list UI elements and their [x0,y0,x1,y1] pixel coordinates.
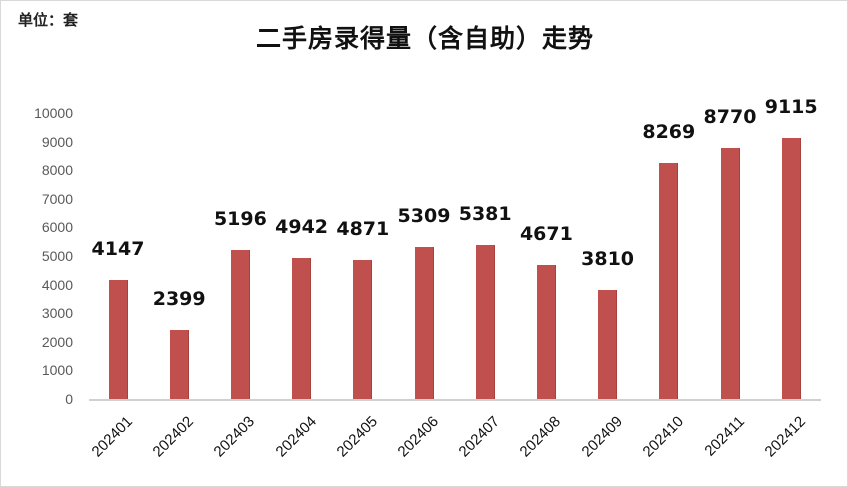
x-tick-label: 202404 [272,413,320,461]
y-tick-label: 0 [65,391,73,407]
x-tick-label: 202406 [394,413,443,461]
x-tick-label: 202407 [455,413,504,461]
y-tick-label: 8000 [41,162,73,179]
unit-label: 单位：套 [18,11,79,29]
data-label: 2399 [152,288,206,311]
y-tick-label: 4000 [41,276,73,293]
y-tick-label: 9000 [41,133,73,150]
bar-202402 [169,330,189,399]
data-label: 8269 [642,120,696,143]
data-label: 3810 [581,248,635,271]
y-tick-label: 7000 [41,190,73,207]
bar-202407 [475,245,495,399]
bar-202412 [781,138,801,399]
bar-202411 [720,148,740,399]
y-tick-label: 10000 [34,105,73,121]
y-tick-label: 2000 [41,333,73,350]
x-tick-label: 202412 [761,413,810,461]
x-tick-label: 202401 [88,413,137,461]
data-label: 8770 [703,106,757,129]
x-tick-label: 202402 [149,413,198,461]
bar-202410 [659,162,679,399]
data-label: 5381 [458,203,512,226]
y-tick-label: 5000 [41,248,73,264]
data-label: 4942 [275,215,329,238]
y-tick-label: 3000 [41,305,73,322]
x-tick-label: 202410 [639,413,687,461]
bar-202403 [230,250,250,399]
data-label: 5309 [397,205,451,228]
x-tick-label: 202403 [210,413,259,461]
data-label: 4147 [91,238,145,261]
y-tick-label: 1000 [41,362,73,379]
x-tick-label: 202408 [516,413,565,461]
bar-202405 [353,259,373,399]
x-tick-label: 202411 [701,413,749,460]
x-tick-label: 202409 [578,413,626,461]
y-tick-label: 6000 [41,219,73,236]
bar-202404 [292,257,312,399]
data-label: 4871 [336,217,390,240]
data-label: 9115 [764,96,818,119]
x-tick-label: 202405 [333,413,381,461]
bar-202408 [536,265,556,399]
bar-202401 [108,280,128,399]
x-axis-line [89,399,821,401]
data-label: 4671 [519,223,573,246]
bar-202406 [414,247,434,399]
data-label: 5196 [213,208,267,231]
bar-202409 [598,290,618,399]
chart-title: 二手房录得量（含自助）走势 [255,24,594,53]
